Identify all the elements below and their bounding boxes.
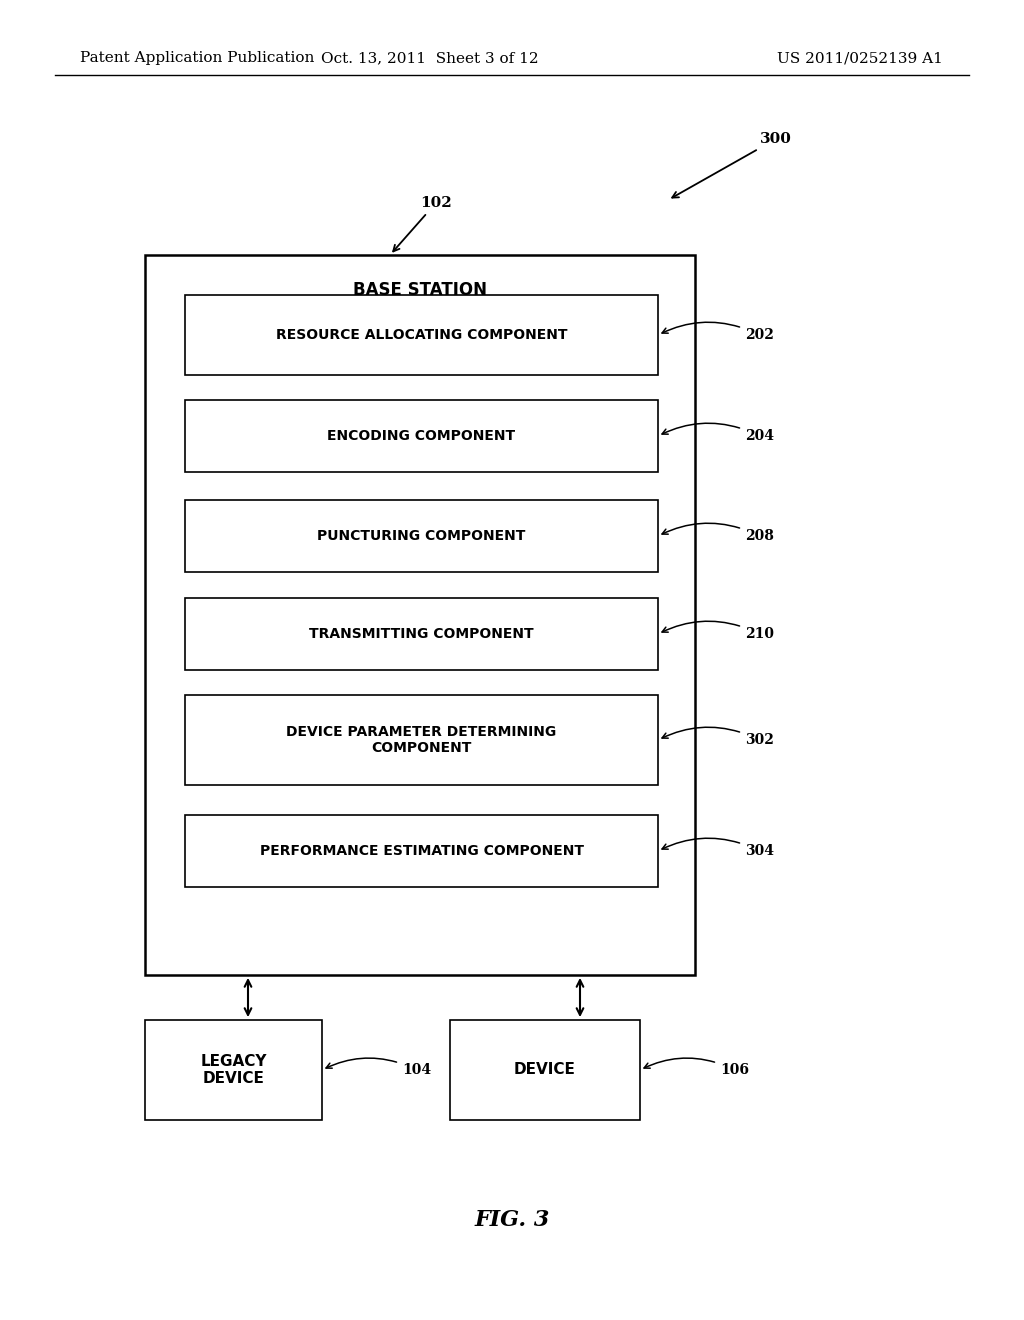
Text: 304: 304 [663, 838, 774, 858]
Bar [185, 400, 658, 473]
Text: ENCODING COMPONENT: ENCODING COMPONENT [328, 429, 515, 444]
Bar [185, 294, 658, 375]
Text: Patent Application Publication: Patent Application Publication [80, 51, 314, 65]
Text: DEVICE PARAMETER DETERMINING
COMPONENT: DEVICE PARAMETER DETERMINING COMPONENT [287, 725, 557, 755]
Text: 106: 106 [644, 1059, 749, 1077]
Bar [185, 696, 658, 785]
Bar [185, 500, 658, 572]
Text: 102: 102 [393, 195, 452, 251]
Text: PUNCTURING COMPONENT: PUNCTURING COMPONENT [317, 529, 525, 543]
Text: PERFORMANCE ESTIMATING COMPONENT: PERFORMANCE ESTIMATING COMPONENT [259, 843, 584, 858]
Text: US 2011/0252139 A1: US 2011/0252139 A1 [777, 51, 943, 65]
Text: 208: 208 [663, 523, 774, 543]
Text: BASE STATION: BASE STATION [353, 281, 487, 300]
Text: 202: 202 [663, 322, 774, 342]
Bar [450, 1020, 640, 1119]
Text: 300: 300 [672, 132, 792, 198]
Text: DEVICE: DEVICE [514, 1063, 575, 1077]
Bar [185, 598, 658, 671]
Bar [145, 255, 695, 975]
Text: FIG. 3: FIG. 3 [474, 1209, 550, 1232]
Text: TRANSMITTING COMPONENT: TRANSMITTING COMPONENT [309, 627, 534, 642]
Text: 104: 104 [326, 1059, 431, 1077]
Bar [145, 1020, 322, 1119]
Text: 204: 204 [663, 424, 774, 444]
Text: RESOURCE ALLOCATING COMPONENT: RESOURCE ALLOCATING COMPONENT [275, 327, 567, 342]
Text: LEGACY
DEVICE: LEGACY DEVICE [201, 1053, 266, 1086]
Text: 210: 210 [663, 622, 774, 642]
Text: 302: 302 [663, 727, 774, 747]
Text: Oct. 13, 2011  Sheet 3 of 12: Oct. 13, 2011 Sheet 3 of 12 [322, 51, 539, 65]
Bar [185, 814, 658, 887]
